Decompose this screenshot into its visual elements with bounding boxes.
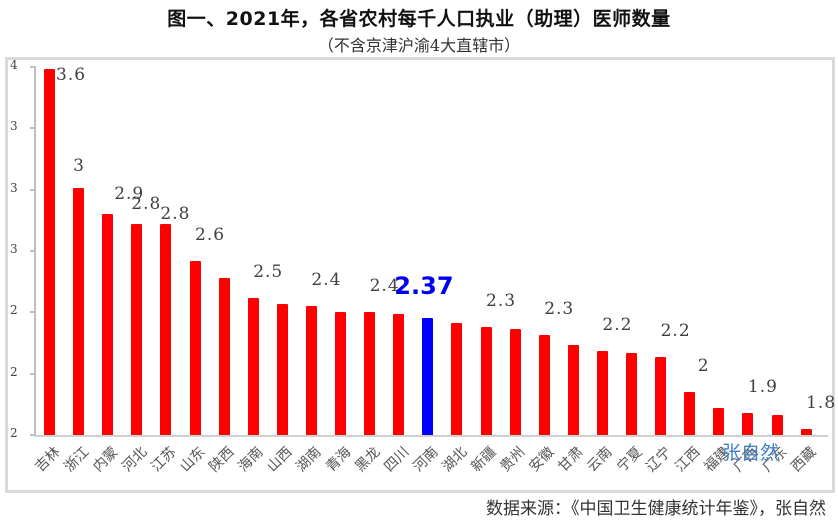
y-tick-mark [30, 372, 35, 375]
data-label: 2.8 [131, 194, 162, 215]
x-tick-label: 河北 [119, 444, 151, 476]
x-tick-label: 宁夏 [613, 444, 645, 476]
y-tick-label: 2 [10, 426, 18, 440]
data-label: 2.4 [369, 276, 400, 297]
x-tick-label: 山东 [177, 444, 209, 476]
bar-黑龙 [364, 312, 376, 435]
chart-title: 图一、2021年，各省农村每千人口执业（助理）医师数量 [167, 8, 671, 30]
bar-福建 [713, 408, 725, 435]
bar-湖南 [305, 306, 317, 435]
y-tick-mark [30, 66, 35, 68]
data-label: 2.8 [160, 204, 191, 225]
x-tick-label: 江西 [672, 444, 704, 476]
chart-subtitle: （不含京津沪渝4大直辖市） [317, 36, 521, 55]
data-label: 1.9 [747, 376, 778, 397]
chart-frame [5, 57, 835, 493]
bar-辽宁 [655, 357, 667, 435]
bar-河南 [422, 318, 434, 435]
bar-内蒙 [102, 214, 114, 435]
x-tick-label: 四川 [381, 444, 413, 476]
bar-浙江 [73, 187, 85, 435]
bar-宁夏 [626, 353, 637, 435]
bar-西藏 [800, 428, 812, 435]
x-tick-label: 西藏 [788, 444, 820, 476]
y-tick-mark [30, 250, 35, 252]
bar-陕西 [218, 277, 230, 435]
x-tick-label: 海南 [235, 444, 267, 476]
data-label: 3 [73, 155, 85, 176]
source-note: 数据来源：《中国卫生健康统计年鉴》，张自然 [486, 499, 826, 519]
y-tick-mark [30, 434, 35, 436]
x-tick-label: 湖北 [439, 444, 471, 476]
data-label: 2.2 [602, 315, 633, 336]
data-label: 2.4 [311, 270, 342, 291]
x-tick-label: 河南 [410, 444, 442, 476]
bar-山西 [276, 304, 288, 435]
x-tick-label: 吉林 [31, 444, 63, 476]
data-label: 2.37 [394, 272, 454, 301]
watermark: 张自然 [722, 442, 780, 464]
bar-青海 [335, 312, 346, 435]
data-label: 2.5 [253, 262, 284, 283]
x-tick-label: 内蒙 [90, 444, 122, 476]
bar-新疆 [480, 326, 492, 435]
data-label: 1.8 [806, 392, 837, 413]
bar-湖北 [451, 322, 463, 435]
y-tick-label: 3 [10, 180, 18, 195]
y-tick-label: 4 [10, 58, 18, 72]
y-axis [34, 66, 36, 436]
bar-江苏 [160, 224, 172, 435]
y-tick-label: 3 [10, 119, 18, 134]
bar-海南 [247, 298, 259, 435]
x-tick-label: 新疆 [468, 444, 500, 476]
x-tick-label: 贵州 [497, 444, 529, 476]
data-label: 2.6 [195, 225, 226, 246]
y-tick-label: 3 [10, 242, 18, 256]
bar-山东 [189, 261, 201, 435]
bar-甘肃 [567, 345, 579, 435]
bar-云南 [596, 351, 608, 435]
data-label: 2.9 [114, 184, 145, 205]
bar-江西 [684, 392, 696, 435]
x-tick-label: 云南 [584, 444, 616, 476]
bar-四川 [393, 314, 405, 435]
x-tick-label: 青海 [322, 444, 354, 476]
x-tick-label: 辽宁 [642, 444, 675, 476]
y-tick-mark [30, 188, 35, 191]
data-label: 2.3 [544, 298, 575, 319]
bar-广西 [742, 412, 754, 435]
bar-安徽 [538, 334, 550, 435]
y-tick-mark [30, 127, 35, 130]
y-tick-mark [30, 311, 35, 314]
y-tick-label: 2 [10, 303, 18, 318]
bar-河北 [131, 224, 143, 435]
x-tick-label: 黑龙 [351, 444, 384, 476]
x-tick-label: 安徽 [526, 444, 558, 476]
data-label: 2.3 [486, 290, 517, 311]
bar-广东 [771, 414, 783, 435]
x-tick-label: 甘肃 [555, 444, 587, 476]
bar-吉林 [44, 69, 55, 435]
x-axis [34, 435, 828, 437]
x-tick-label: 湖南 [293, 444, 325, 476]
data-label: 3.6 [56, 65, 87, 86]
data-label: 2 [697, 356, 710, 377]
x-tick-label: 浙江 [60, 444, 93, 476]
x-tick-label: 江苏 [148, 444, 180, 476]
x-tick-label: 陕西 [206, 444, 238, 476]
x-tick-label: 山西 [264, 444, 296, 476]
data-label: 2.2 [660, 321, 691, 342]
y-tick-label: 2 [10, 364, 18, 379]
bar-贵州 [509, 328, 521, 435]
